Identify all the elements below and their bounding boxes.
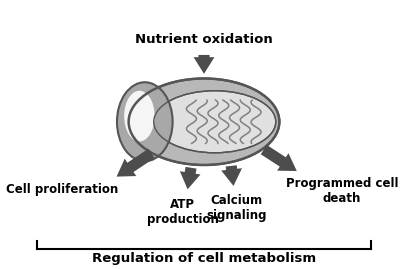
Text: Programmed cell
death: Programmed cell death [286, 178, 399, 206]
Text: Regulation of cell metabolism: Regulation of cell metabolism [92, 252, 316, 265]
Ellipse shape [154, 91, 276, 153]
Ellipse shape [129, 79, 279, 165]
Text: Cell proliferation: Cell proliferation [6, 183, 118, 196]
Ellipse shape [117, 82, 173, 161]
Ellipse shape [124, 91, 155, 141]
Text: Nutrient oxidation: Nutrient oxidation [135, 33, 273, 46]
Text: ATP
production: ATP production [147, 198, 218, 226]
Text: Calcium
signaling: Calcium signaling [206, 194, 266, 222]
